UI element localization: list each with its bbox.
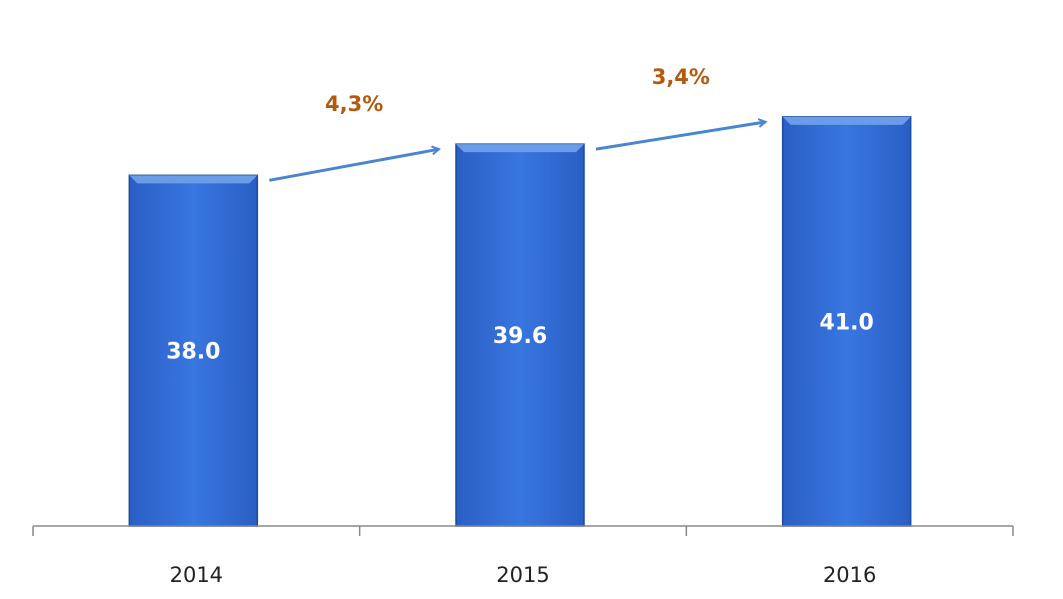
- growth-annotation: 4,3%: [269, 92, 439, 182]
- x-tick-label: 2016: [823, 563, 876, 587]
- data-label: 38.0: [166, 340, 220, 365]
- growth-label: 3,4%: [652, 65, 710, 89]
- bar-rect: [455, 143, 585, 527]
- data-label: 41.0: [820, 310, 874, 335]
- data-label: 39.6: [493, 324, 547, 349]
- x-tick-label: 2015: [496, 563, 549, 587]
- bar-bevel: [456, 144, 584, 153]
- growth-label: 4,3%: [325, 92, 383, 116]
- bar-bevel: [782, 116, 911, 125]
- growth-arrow: [269, 149, 439, 182]
- bar-bevel: [129, 175, 258, 184]
- growth-annotation: 3,4%: [595, 65, 766, 151]
- growth-arrow: [595, 122, 766, 151]
- x-tick-label: 2014: [170, 563, 223, 587]
- bar-rect: [128, 174, 259, 527]
- bar-2014: 38.0: [128, 174, 259, 527]
- bar-2016: 41.0: [781, 116, 912, 527]
- bar-2015: 39.6: [455, 143, 585, 527]
